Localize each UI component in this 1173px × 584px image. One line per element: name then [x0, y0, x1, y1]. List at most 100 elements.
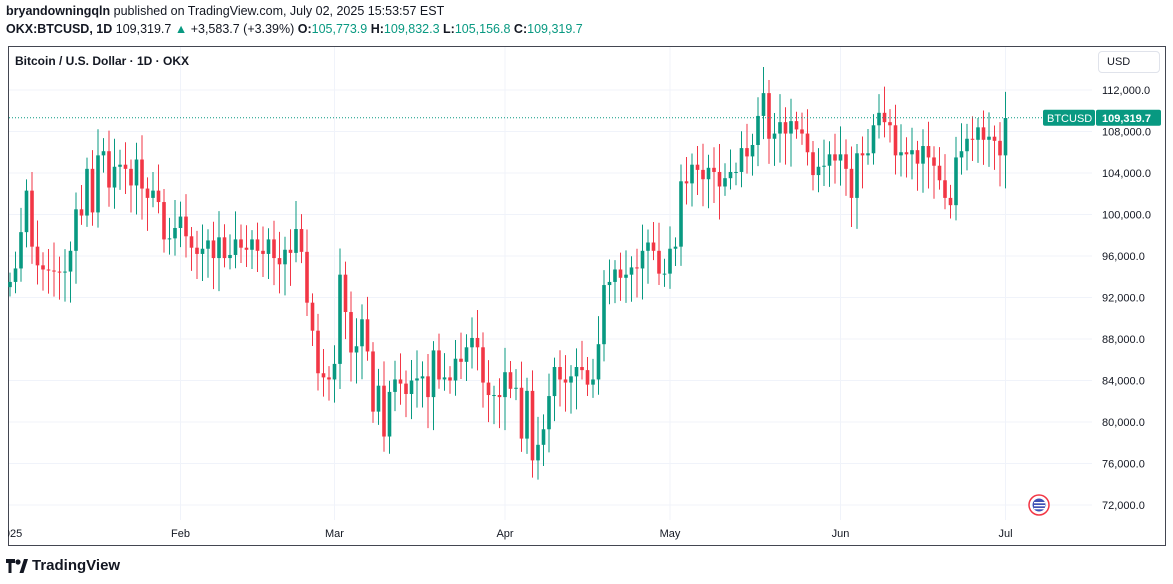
candle-body — [541, 429, 546, 445]
price-tag: 109,319.7 — [1102, 113, 1151, 125]
price-axis: 72,000.0 76,000.0 80,000.0 84,000.0 88,000.0… — [1102, 85, 1151, 512]
candle-body — [800, 129, 804, 134]
y-tick-label: 104,000.0 — [1102, 168, 1151, 180]
high-value: 109,832.3 — [383, 22, 440, 36]
candle-body — [24, 190, 29, 233]
candle-body — [910, 150, 914, 155]
candle-body — [63, 271, 67, 273]
candle-body — [475, 337, 480, 348]
candle-body — [74, 209, 78, 251]
candle-body — [250, 239, 254, 250]
candle-body — [156, 190, 161, 203]
candle-body — [635, 267, 639, 269]
candle-body — [871, 125, 876, 154]
flag-stripe — [1034, 508, 1045, 510]
candle-body — [530, 390, 535, 461]
candle-body — [734, 171, 738, 173]
candle-body — [398, 379, 403, 384]
candle-body — [228, 254, 232, 259]
candle-body — [745, 148, 749, 157]
candle-body — [965, 138, 969, 152]
candle-body — [195, 247, 199, 254]
candle-body — [954, 157, 958, 206]
candle-body — [206, 240, 210, 249]
candle-body — [217, 237, 221, 259]
candle-body — [310, 302, 315, 331]
candle-body — [244, 247, 249, 250]
price-tag-bg — [1096, 109, 1161, 126]
candle-body — [547, 396, 551, 430]
candle-body — [200, 248, 205, 254]
y-tick-label: 72,000.0 — [1102, 500, 1145, 512]
candle-body — [519, 387, 524, 439]
candle-body — [855, 153, 859, 198]
candle-body — [569, 376, 573, 383]
candle-body — [596, 344, 601, 380]
candle-body — [123, 164, 128, 169]
change-arrow-icon: ▲ — [174, 22, 188, 36]
candle-body — [585, 370, 590, 385]
y-tick-label: 96,000.0 — [1102, 251, 1145, 263]
candle-body — [728, 171, 733, 179]
author-name[interactable]: bryandowningqln — [6, 4, 111, 18]
y-tick-label: 88,000.0 — [1102, 334, 1145, 346]
candle-body — [987, 136, 991, 140]
candle-body — [233, 239, 238, 255]
candle-body — [96, 155, 100, 213]
candle-body — [750, 144, 755, 157]
candle-body — [849, 168, 854, 198]
candle-body — [481, 347, 485, 383]
candle-body — [52, 270, 56, 272]
candle-body — [712, 167, 716, 172]
candle-body — [409, 380, 414, 394]
candle-body — [717, 171, 722, 187]
candle-body — [640, 250, 645, 269]
candle-body — [646, 242, 650, 251]
candle-body — [893, 125, 898, 156]
candle-body — [453, 358, 458, 381]
candle-body — [464, 347, 469, 362]
candle-body — [101, 151, 106, 156]
last-price: 109,319.7 — [115, 22, 172, 36]
candle-body — [261, 250, 265, 254]
open-label: O: — [297, 22, 312, 36]
x-tick-label: 2025 — [0, 528, 22, 540]
candle-body — [860, 153, 865, 156]
ohlc-line: OKX:BTCUSD, 1D 109,319.7 ▲ +3,583.7 (+3.… — [6, 22, 583, 36]
chart-title: Bitcoin / U.S. Dollar · 1D · OKX — [15, 54, 190, 68]
y-tick-label: 76,000.0 — [1102, 459, 1145, 471]
candle-body — [684, 181, 689, 184]
candle-body — [129, 168, 133, 186]
candle-body — [948, 197, 953, 206]
currency-button[interactable]: USD — [1098, 51, 1160, 73]
candle-body — [272, 239, 276, 259]
tradingview-logo[interactable]: TradingView — [6, 557, 120, 574]
x-tick-label: Mar — [325, 528, 344, 540]
y-tick-label: 84,000.0 — [1102, 376, 1145, 388]
candle-body — [178, 216, 183, 228]
candle-body — [470, 337, 474, 348]
candle-body — [184, 216, 188, 237]
candle-body — [629, 267, 634, 275]
candle-body — [899, 152, 903, 156]
candle-body — [211, 240, 216, 259]
candle-body — [140, 159, 144, 189]
y-tick-label: 108,000.0 — [1102, 127, 1151, 139]
event-flag-icon — [1028, 494, 1050, 516]
x-tick-label: Feb — [171, 528, 190, 540]
candle-body — [294, 229, 298, 253]
price-change: +3,583.7 (+3.39%) — [190, 22, 295, 36]
candle-body — [30, 190, 34, 247]
candles — [8, 66, 1008, 480]
candle-body — [151, 190, 155, 198]
candle-body — [514, 387, 518, 389]
x-tick-label: Apr — [496, 528, 513, 540]
candle-body — [266, 239, 271, 254]
y-tick-label: 92,000.0 — [1102, 293, 1145, 305]
candle-body — [459, 358, 463, 362]
brand-name: TradingView — [32, 557, 121, 574]
candle-body — [107, 151, 111, 188]
candle-body — [437, 350, 441, 380]
candle-body — [68, 250, 73, 272]
